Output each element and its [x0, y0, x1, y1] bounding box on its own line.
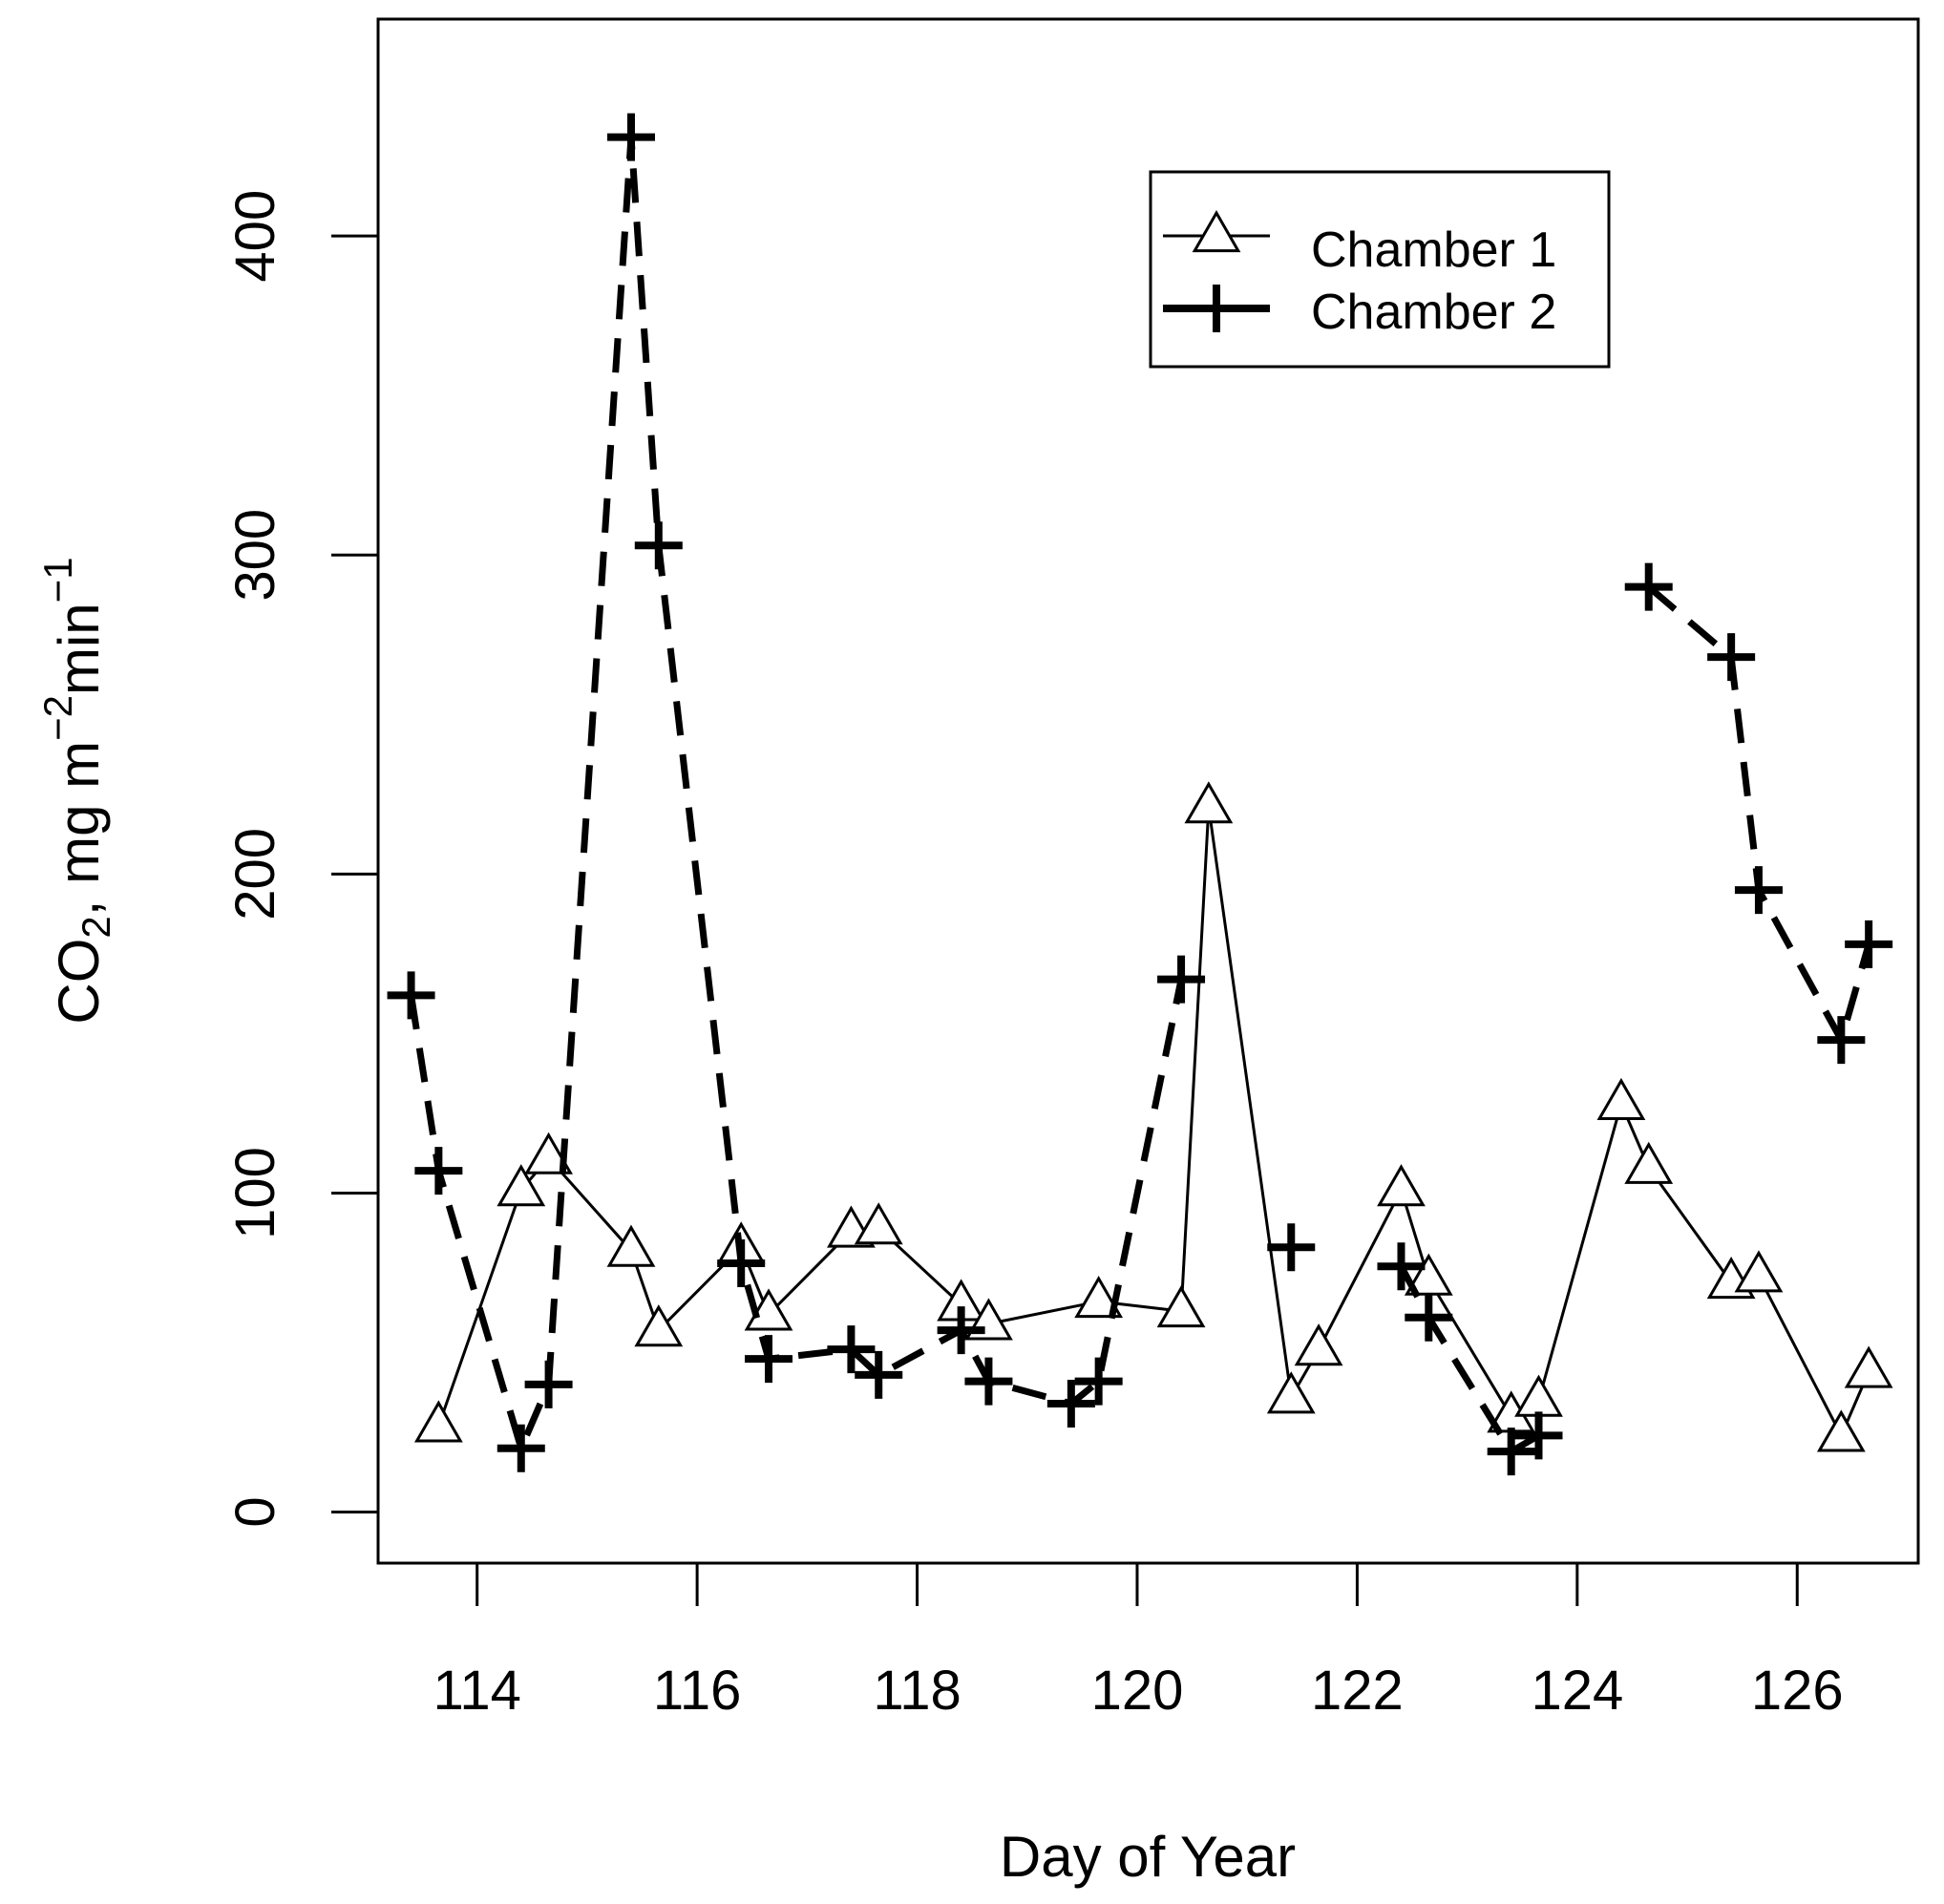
x-axis-label: Day of Year [1000, 1825, 1296, 1889]
series-line-2 [1398, 1264, 1541, 1455]
x-tick-label: 126 [1751, 1660, 1844, 1722]
data-point-triangle [1844, 1345, 1893, 1388]
legend-label-chamber-2: Chamber 2 [1311, 285, 1556, 340]
data-point-plus [524, 1360, 573, 1408]
data-point-triangle [1816, 1409, 1866, 1452]
series-layer [387, 113, 1893, 1476]
data-point-triangle [1184, 781, 1234, 824]
data-point-plus [745, 1335, 793, 1384]
data-point-triangle [1624, 1141, 1674, 1184]
data-point-triangle [606, 1224, 656, 1267]
data-point-triangle [497, 1164, 546, 1207]
x-tick-label: 116 [653, 1660, 741, 1722]
data-point-triangle [1377, 1164, 1426, 1207]
data-point-triangle [854, 1202, 903, 1245]
data-point-plus [414, 1147, 463, 1195]
legend-marker-chamber-2 [1193, 285, 1240, 332]
x-tick-label: 118 [873, 1660, 961, 1722]
x-tick-label: 122 [1311, 1660, 1404, 1722]
legend-item-chamber-2: Chamber 2 [1163, 285, 1556, 340]
x-tick-label: 120 [1091, 1660, 1184, 1722]
legend-plus-marker [1193, 285, 1240, 332]
data-point-triangle [1734, 1250, 1784, 1293]
y-tick-label: 300 [224, 509, 286, 602]
y-axis-label-units: , mg m [47, 741, 111, 916]
data-point-triangle [634, 1304, 684, 1347]
data-point-triangle [1596, 1077, 1646, 1121]
y-axis: 0 100 200 300 400 [224, 190, 380, 1528]
data-point-plus [1074, 1357, 1123, 1406]
data-point-plus [937, 1306, 985, 1355]
data-point-triangle [1156, 1285, 1206, 1328]
y-tick-label: 0 [224, 1496, 286, 1527]
legend-box [1149, 170, 1611, 369]
data-point-plus [1817, 1016, 1866, 1065]
data-point-triangle [1294, 1323, 1343, 1366]
data-point-plus [717, 1238, 766, 1287]
data-point-plus [1157, 955, 1206, 1004]
y-axis-label-units-2: min [47, 603, 111, 695]
x-axis: 114 116 118 120 122 124 126 [433, 1561, 1844, 1722]
y-axis-label: CO2, mg m−2min−1 [35, 557, 118, 1024]
y-tick-label: 400 [224, 190, 286, 283]
legend: Chamber 1 Chamber 2 [1149, 170, 1611, 369]
legend-item-chamber-1: Chamber 1 [1163, 209, 1556, 278]
data-point-plus [387, 971, 435, 1020]
data-point-plus [1514, 1411, 1563, 1460]
y-axis-label-subscript: 2 [74, 916, 118, 938]
x-tick-label: 114 [433, 1660, 520, 1722]
data-point-plus [634, 521, 683, 570]
data-point-plus [1734, 866, 1783, 915]
y-axis-label-superscript-1: −2 [35, 695, 80, 741]
legend-marker-chamber-1 [1192, 209, 1241, 253]
data-point-triangle [413, 1400, 463, 1443]
data-point-plus [606, 113, 655, 161]
y-axis-label-main: CO [47, 939, 111, 1025]
data-point-plus [964, 1357, 1013, 1406]
data-point-plus [1377, 1242, 1426, 1291]
data-point-plus [1624, 562, 1673, 611]
data-point-plus [855, 1350, 903, 1399]
y-tick-label: 100 [224, 1147, 286, 1239]
data-point-triangle [524, 1132, 573, 1174]
data-point-plus [1707, 633, 1756, 682]
series-1 [413, 781, 1893, 1452]
data-point-plus [1046, 1379, 1095, 1428]
data-point-plus [827, 1325, 876, 1374]
x-tick-label: 124 [1531, 1660, 1623, 1722]
data-point-plus [1267, 1223, 1316, 1272]
data-point-plus [1405, 1293, 1453, 1342]
data-point-plus [1845, 920, 1893, 968]
data-point-triangle [1074, 1276, 1124, 1319]
data-point-triangle [1266, 1371, 1316, 1414]
data-point-plus [1487, 1428, 1535, 1476]
y-tick-label: 200 [224, 828, 286, 920]
legend-label-chamber-1: Chamber 1 [1311, 222, 1556, 278]
series-2 [387, 113, 1893, 1476]
legend-triangle-marker [1192, 209, 1241, 253]
data-point-plus [497, 1424, 545, 1472]
y-axis-label-superscript-2: −1 [35, 557, 80, 603]
